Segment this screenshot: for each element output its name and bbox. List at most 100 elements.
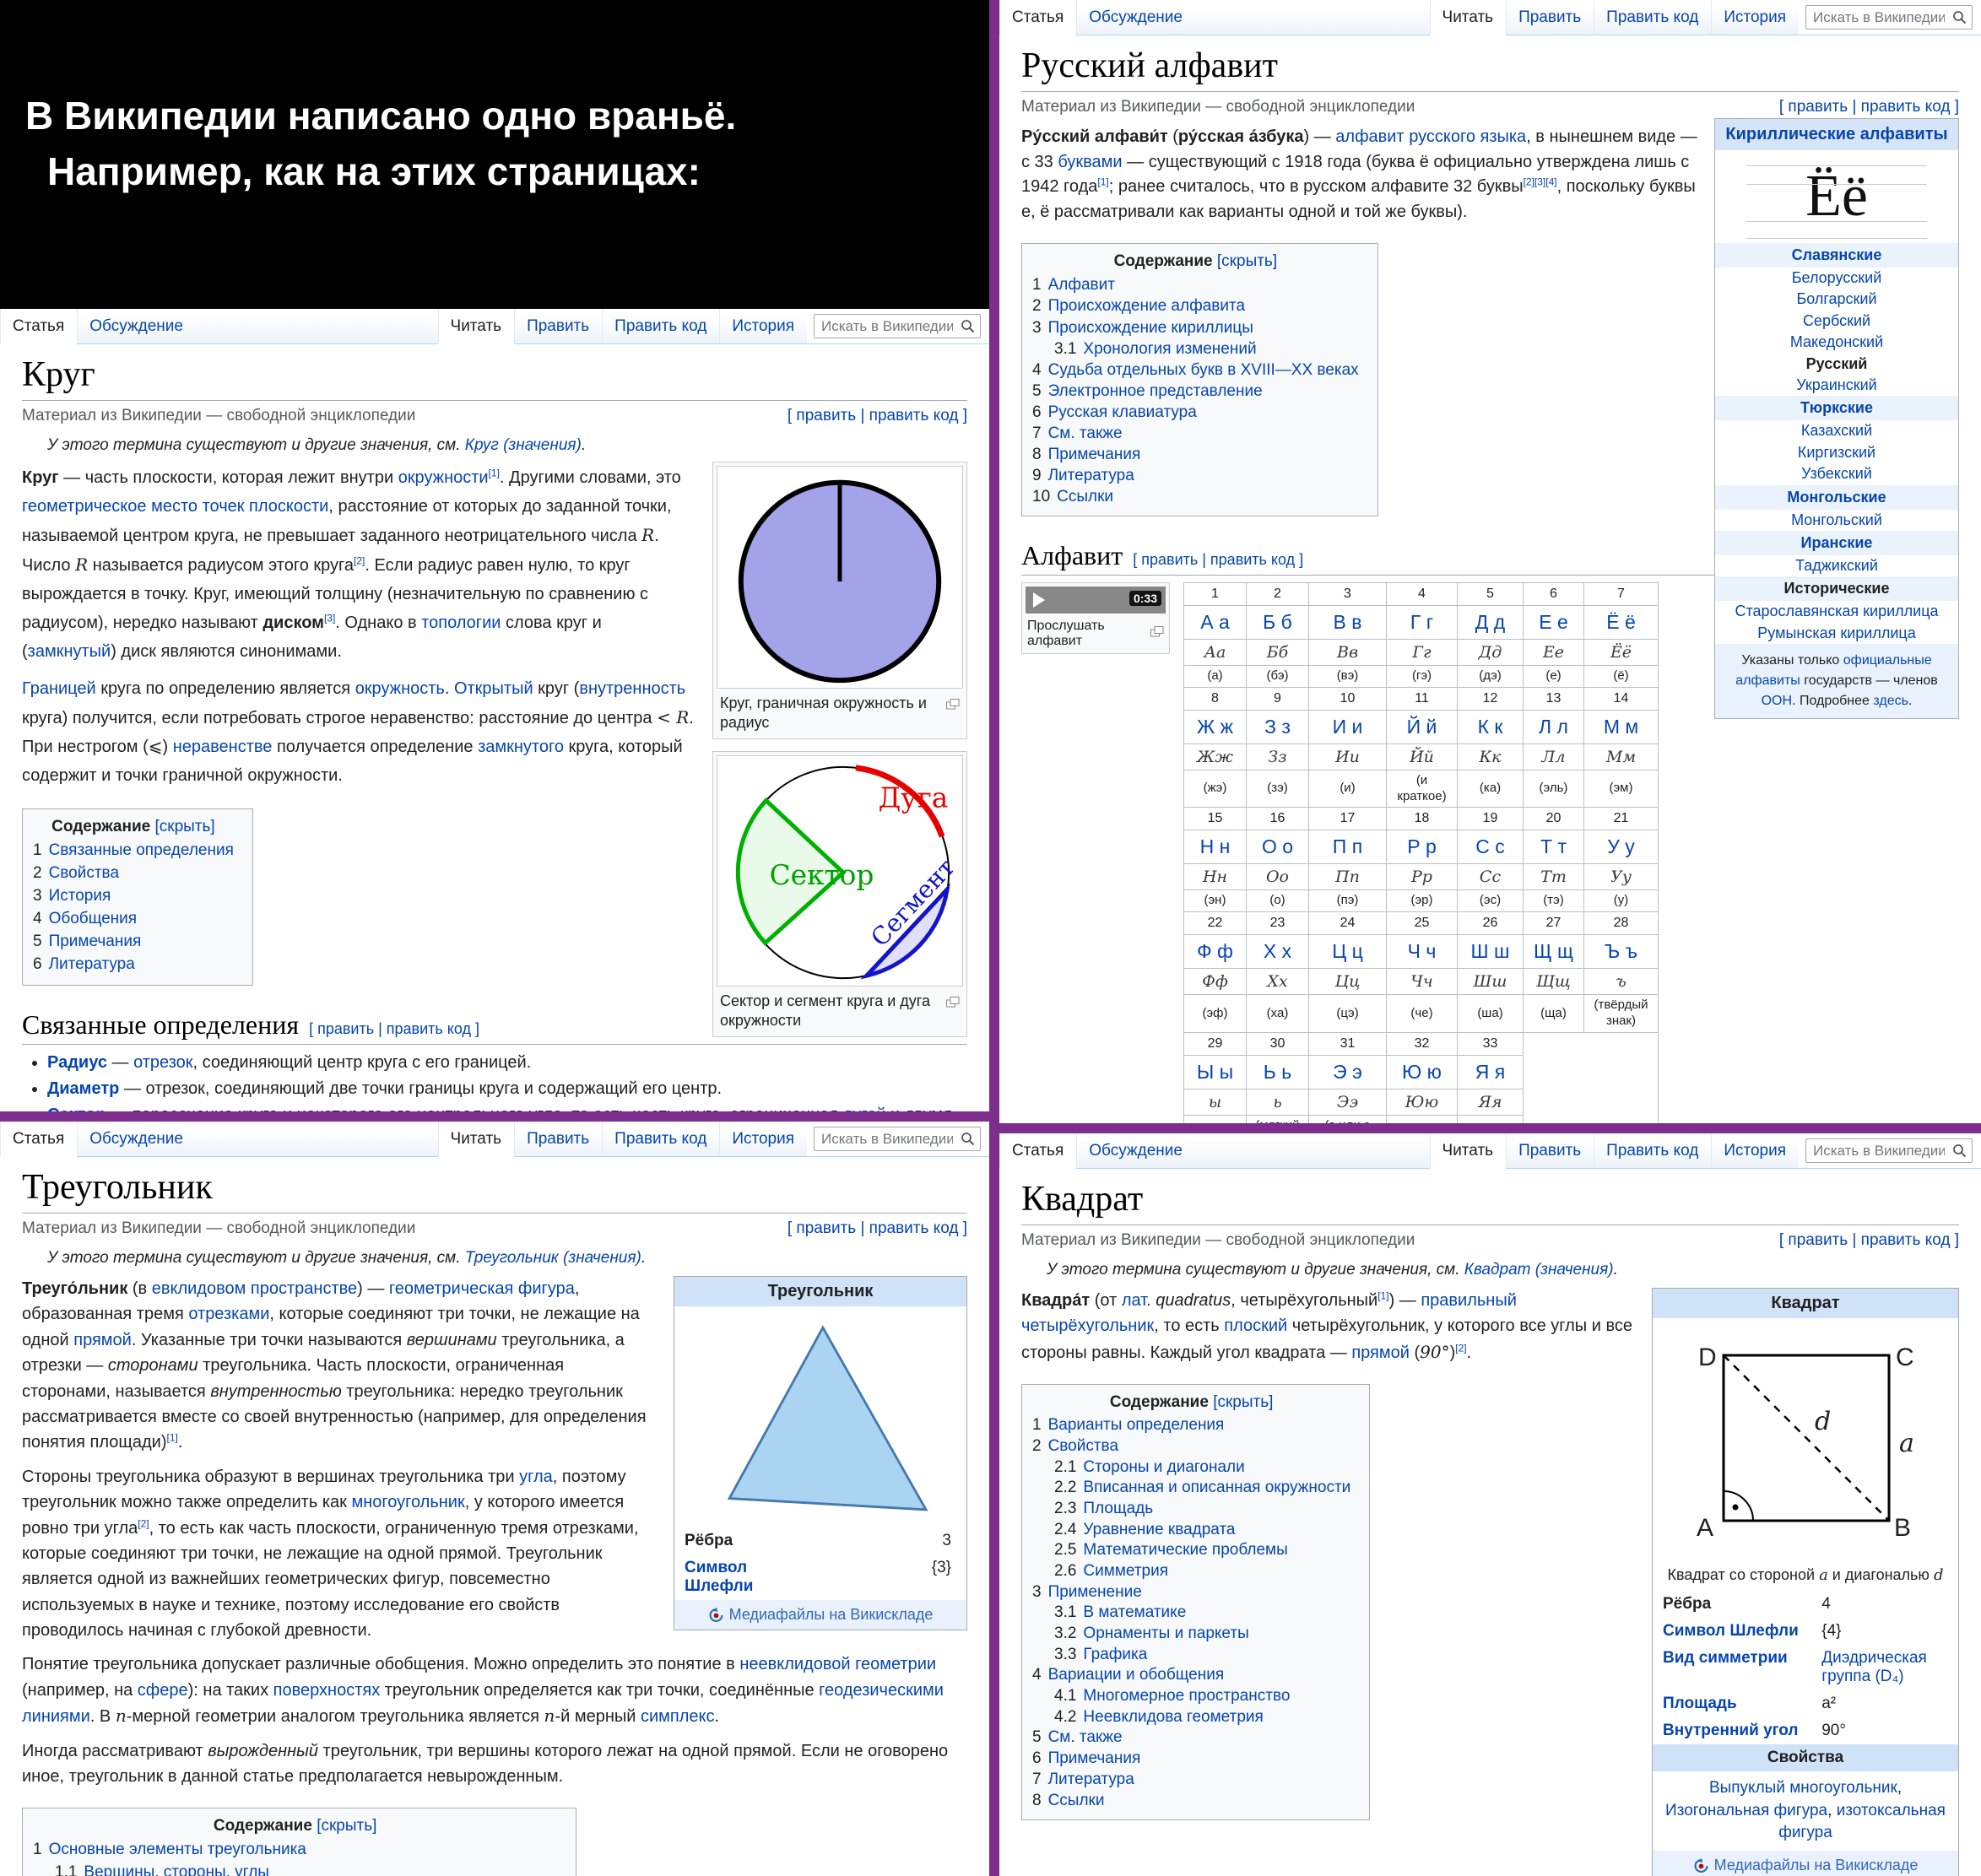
inline-link[interactable]: Радиус: [47, 1052, 107, 1072]
inline-link[interactable]: буквами: [1058, 152, 1123, 171]
search-icon[interactable]: [961, 319, 975, 333]
magnify-icon[interactable]: [1150, 626, 1164, 641]
toc-link[interactable]: Примечания: [1047, 1749, 1141, 1768]
reference-link[interactable]: [3]: [323, 612, 336, 624]
play-icon[interactable]: [1033, 592, 1045, 608]
inline-link[interactable]: Сектор: [47, 1106, 106, 1111]
letter-pair-link[interactable]: Х х: [1246, 934, 1309, 970]
inline-link[interactable]: прямой: [73, 1330, 132, 1349]
tab-article[interactable]: Статья: [0, 1122, 78, 1157]
toc-link[interactable]: Происхождение алфавита: [1047, 297, 1246, 316]
letter-pair-link[interactable]: Г г: [1386, 605, 1458, 641]
inline-link[interactable]: неравенстве: [172, 738, 273, 756]
tab-talk[interactable]: Обсуждение: [1076, 1133, 1195, 1169]
letter-pair-link[interactable]: П п: [1308, 830, 1387, 865]
sidebar-item[interactable]: Украинский: [1796, 376, 1877, 393]
inline-link[interactable]: алфавит: [1335, 127, 1405, 146]
inline-link[interactable]: ООН: [1761, 694, 1793, 709]
toc-link[interactable]: Примечания: [1047, 446, 1141, 463]
inline-link[interactable]: окружность: [355, 679, 445, 698]
reference-link[interactable]: [2]: [354, 554, 365, 567]
sidebar-group-header[interactable]: Славянские: [1715, 243, 1958, 268]
letter-pair-link[interactable]: В в: [1308, 605, 1387, 641]
tab-edit[interactable]: Править: [514, 309, 603, 344]
inline-link[interactable]: Границей: [22, 679, 96, 698]
toc-link[interactable]: Многомерное пространство: [1083, 1687, 1291, 1706]
inline-link[interactable]: поверхностях: [273, 1680, 381, 1700]
toc-link[interactable]: Вершины, стороны, углы: [84, 1863, 269, 1876]
letter-pair-link[interactable]: Ъ ъ: [1583, 934, 1659, 970]
letter-pair-link[interactable]: Б б: [1246, 605, 1309, 641]
reference-link[interactable]: [2]: [138, 1516, 149, 1529]
toc-link[interactable]: Симметрия: [1083, 1561, 1168, 1580]
inline-link[interactable]: замкнутый: [27, 642, 111, 661]
tab-read[interactable]: Читать: [437, 309, 515, 344]
toc-link[interactable]: Неевклидова геометрия: [1083, 1707, 1264, 1726]
inline-link[interactable]: многоугольник: [351, 1493, 465, 1512]
toc-link[interactable]: Площадь: [1083, 1499, 1154, 1517]
toc-link[interactable]: Стороны и диагонали: [1083, 1457, 1245, 1476]
inline-link[interactable]: внутренность: [579, 679, 686, 698]
tab-edit-source[interactable]: Править код: [1594, 0, 1712, 35]
inline-link[interactable]: неевклидовой геометрии: [739, 1655, 937, 1674]
toc-link[interactable]: Применение: [1047, 1582, 1142, 1601]
inline-link[interactable]: русского языка: [1409, 127, 1527, 146]
toc-link[interactable]: Происхождение кириллицы: [1047, 318, 1253, 337]
sidebar-item[interactable]: Казахский: [1800, 422, 1873, 440]
letter-pair-link[interactable]: О о: [1246, 830, 1309, 865]
sidebar-group-header[interactable]: Иранские: [1715, 530, 1958, 555]
page-edit-links[interactable]: [ править | править код ]: [787, 407, 967, 424]
tab-history[interactable]: История: [719, 309, 807, 344]
search-icon[interactable]: [1952, 10, 1967, 24]
inline-link[interactable]: отрезок: [133, 1052, 193, 1072]
toc-link[interactable]: Основные элементы треугольника: [48, 1841, 306, 1859]
toc-link[interactable]: См. также: [1047, 1728, 1123, 1747]
letter-pair-link[interactable]: Ц ц: [1308, 934, 1387, 970]
toc-link[interactable]: Варианты определения: [1047, 1416, 1225, 1435]
letter-pair-link[interactable]: И и: [1308, 709, 1387, 744]
sidebar-item[interactable]: Узбекский: [1801, 465, 1872, 483]
infobox-label[interactable]: Символ Шлефли: [1663, 1622, 1799, 1640]
inline-link[interactable]: евклидовом пространстве: [151, 1279, 358, 1298]
toc-hide-link[interactable]: [скрыть]: [317, 1817, 377, 1835]
toc-link[interactable]: История: [48, 886, 111, 905]
tab-article[interactable]: Статья: [999, 1133, 1077, 1169]
tab-edit[interactable]: Править: [1506, 1133, 1594, 1169]
inline-link[interactable]: плоский: [1224, 1316, 1288, 1336]
page-edit-links[interactable]: [ править | править код ]: [1778, 1231, 1959, 1249]
toc-hide-link[interactable]: [скрыть]: [154, 818, 215, 835]
tab-article[interactable]: Статья: [999, 0, 1077, 35]
inline-link[interactable]: лат.: [1121, 1291, 1151, 1310]
inline-link[interactable]: угла: [519, 1467, 553, 1486]
letter-pair-link[interactable]: Т т: [1523, 830, 1584, 865]
sidebar-item[interactable]: Таджикский: [1795, 556, 1878, 574]
letter-pair-link[interactable]: Р р: [1386, 830, 1458, 865]
tab-edit[interactable]: Править: [514, 1122, 603, 1157]
inline-link[interactable]: Квадрат (значения): [1464, 1261, 1614, 1279]
letter-pair-link[interactable]: Ш ш: [1457, 934, 1524, 970]
toc-link[interactable]: Свойства: [48, 863, 120, 882]
toc-hide-link[interactable]: [скрыть]: [1216, 252, 1278, 271]
toc-link[interactable]: См. также: [1047, 424, 1123, 442]
reference-link[interactable]: [1]: [1377, 1289, 1389, 1302]
inline-link[interactable]: прямой: [1351, 1343, 1410, 1362]
letter-pair-link[interactable]: Э э: [1308, 1054, 1387, 1089]
inline-link[interactable]: правильный четырёхугольник: [1021, 1291, 1517, 1336]
sidebar-item[interactable]: Румынская кириллица: [1757, 624, 1916, 641]
tab-article[interactable]: Статья: [0, 309, 78, 344]
inline-link[interactable]: окружности: [398, 468, 489, 487]
sidebar-title[interactable]: Кириллические алфавиты: [1715, 119, 1958, 150]
letter-pair-link[interactable]: Ё ё: [1583, 605, 1659, 641]
letter-pair-link[interactable]: Л л: [1523, 709, 1584, 744]
sidebar-item[interactable]: Македонский: [1789, 333, 1884, 351]
infobox-label[interactable]: Внутренний угол: [1663, 1722, 1799, 1739]
letter-pair-link[interactable]: Ж ж: [1183, 709, 1247, 744]
commons-link[interactable]: Медиафайлы на Викискладе: [674, 1600, 966, 1630]
sidebar-group-header[interactable]: Тюркские: [1715, 396, 1958, 421]
toc-link[interactable]: В математике: [1083, 1603, 1187, 1622]
inline-link[interactable]: геометрическое место точек плоскости: [22, 497, 329, 516]
tab-read[interactable]: Читать: [1429, 0, 1507, 35]
toc-link[interactable]: Вариации и обобщения: [1047, 1666, 1225, 1684]
section-edit-links[interactable]: [ править | править код ]: [309, 1019, 479, 1037]
toc-link[interactable]: Электронное представление: [1047, 381, 1263, 400]
